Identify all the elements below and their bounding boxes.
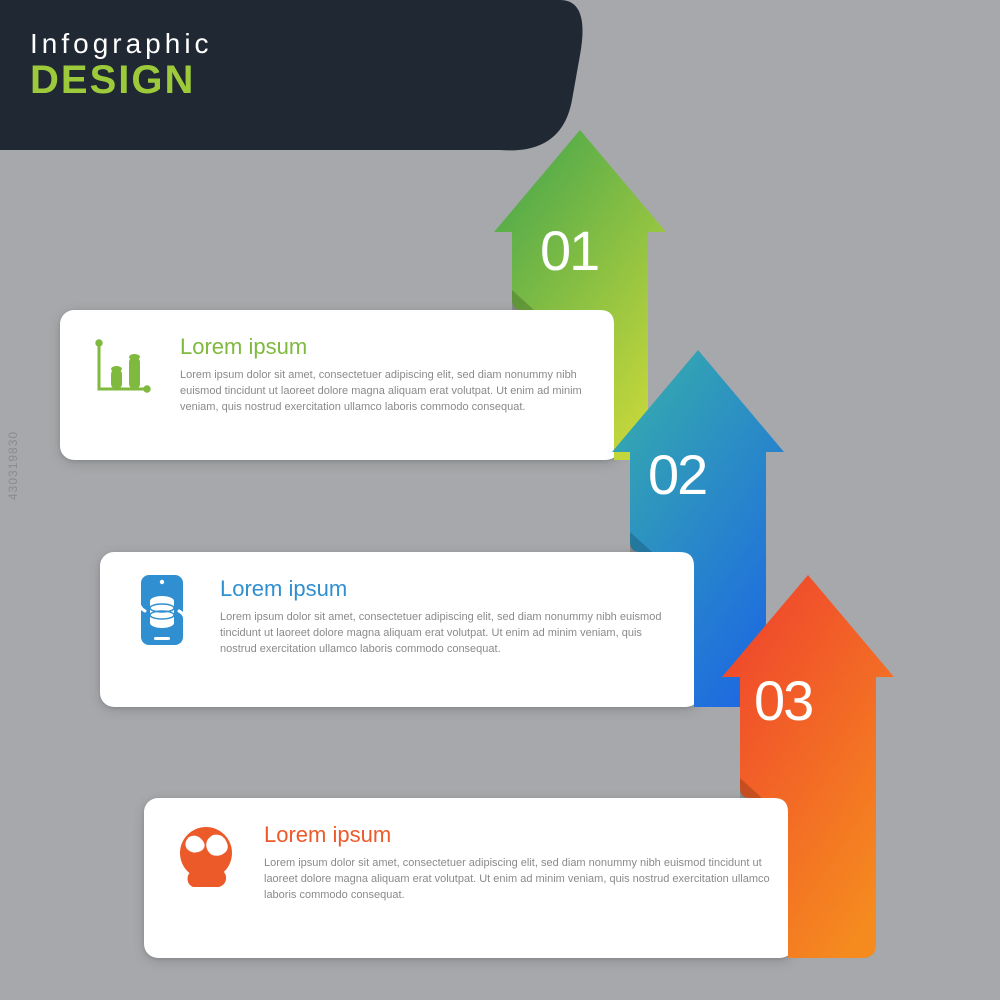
step-number-01: 01 xyxy=(540,218,598,283)
header-title-line1: Infographic xyxy=(30,28,213,60)
card-text: Lorem ipsum Lorem ipsum dolor sit amet, … xyxy=(162,328,598,416)
globe-cloud-icon xyxy=(166,816,246,896)
header-title-line2: DESIGN xyxy=(30,60,213,100)
step-number-02: 02 xyxy=(648,442,706,507)
card-title: Lorem ipsum xyxy=(220,576,678,602)
card-02: Lorem ipsum Lorem ipsum dolor sit amet, … xyxy=(100,552,700,707)
card-text: Lorem ipsum Lorem ipsum dolor sit amet, … xyxy=(202,570,678,658)
card-title: Lorem ipsum xyxy=(180,334,598,360)
card-03: Lorem ipsum Lorem ipsum dolor sit amet, … xyxy=(144,798,794,958)
card-body: Lorem ipsum dolor sit amet, consectetuer… xyxy=(264,856,772,904)
card-body: Lorem ipsum dolor sit amet, consectetuer… xyxy=(220,610,678,658)
step-number-03: 03 xyxy=(754,668,812,733)
bar-chart-icon xyxy=(82,328,162,408)
watermark-id: 430319830 xyxy=(6,431,20,500)
card-title: Lorem ipsum xyxy=(264,822,772,848)
header: Infographic DESIGN xyxy=(30,28,213,100)
card-text: Lorem ipsum Lorem ipsum dolor sit amet, … xyxy=(246,816,772,904)
infographic-canvas: Infographic DESIGN 430319830 Lorem ipsum… xyxy=(0,0,1000,1000)
card-body: Lorem ipsum dolor sit amet, consectetuer… xyxy=(180,368,598,416)
card-01: Lorem ipsum Lorem ipsum dolor sit amet, … xyxy=(60,310,620,460)
server-phone-icon xyxy=(122,570,202,650)
